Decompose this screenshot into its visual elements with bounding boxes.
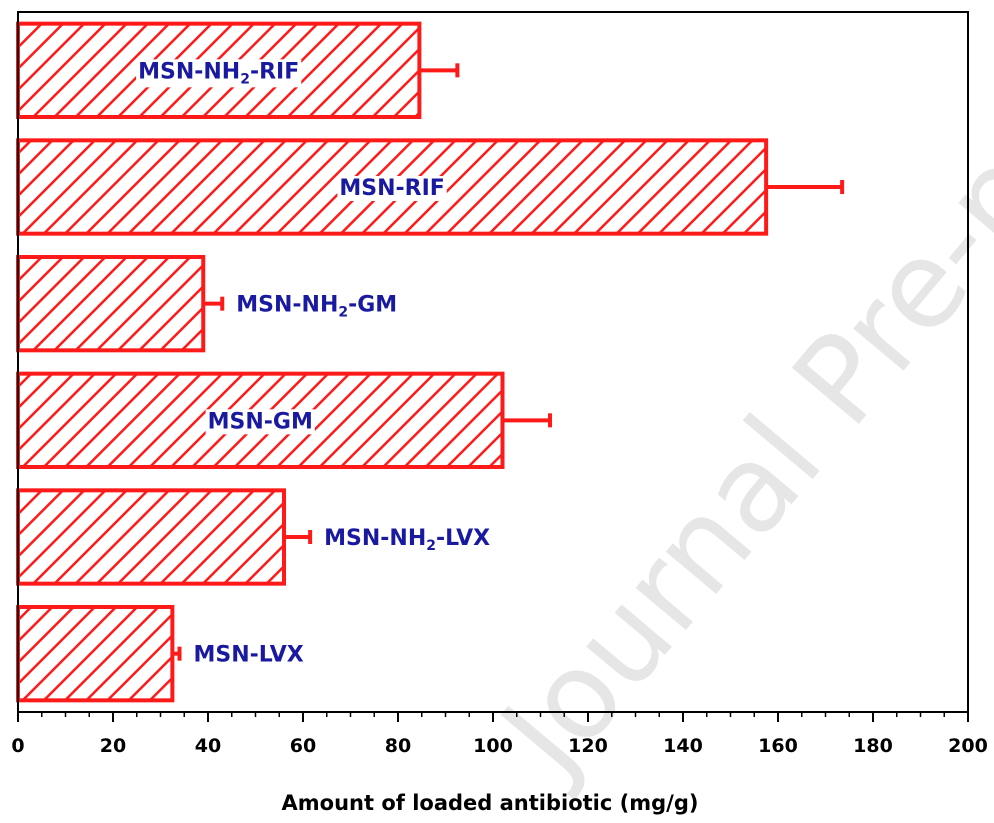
x-tick-label: 80 (385, 735, 411, 757)
watermark: Journal Pre-proof (471, 0, 994, 804)
x-tick-label: 60 (290, 735, 316, 757)
bar (16, 605, 175, 703)
x-tick-label: 0 (11, 735, 24, 757)
bar-label-background (136, 59, 302, 88)
bars-layer: MSN-NH2-RIF MSN-RIF MSN-NH2-GM MSN-GM MSN-NH… (16, 21, 845, 703)
x-tick-label: 40 (195, 735, 221, 757)
bar-label: MSN-GM (208, 409, 313, 434)
bar-label: MSN-NH2-RIF (138, 59, 299, 87)
x-tick-label: 140 (663, 735, 703, 757)
bar-label: MSN-RIF (339, 176, 444, 201)
x-tick-label: 100 (473, 735, 513, 757)
bar-label: MSN-LVX (194, 643, 304, 668)
bar-label: MSN-NH2-GM (236, 293, 397, 321)
x-axis-label: Amount of loaded antibiotic (mg/g) (282, 791, 699, 815)
x-tick-label: 120 (568, 735, 608, 757)
x-tick-label: 200 (948, 735, 988, 757)
bar-label: MSN-NH2-LVX (324, 526, 490, 554)
bar-label-background (205, 409, 315, 435)
bar (16, 488, 286, 586)
x-axis: 0 20 40 60 80 100 120 140 160 180 200 (11, 712, 988, 757)
x-tick-label: 20 (100, 735, 126, 757)
bar (16, 255, 206, 353)
x-tick-label: 180 (853, 735, 893, 757)
bar-label-background (337, 176, 447, 201)
x-tick-label: 160 (758, 735, 798, 757)
